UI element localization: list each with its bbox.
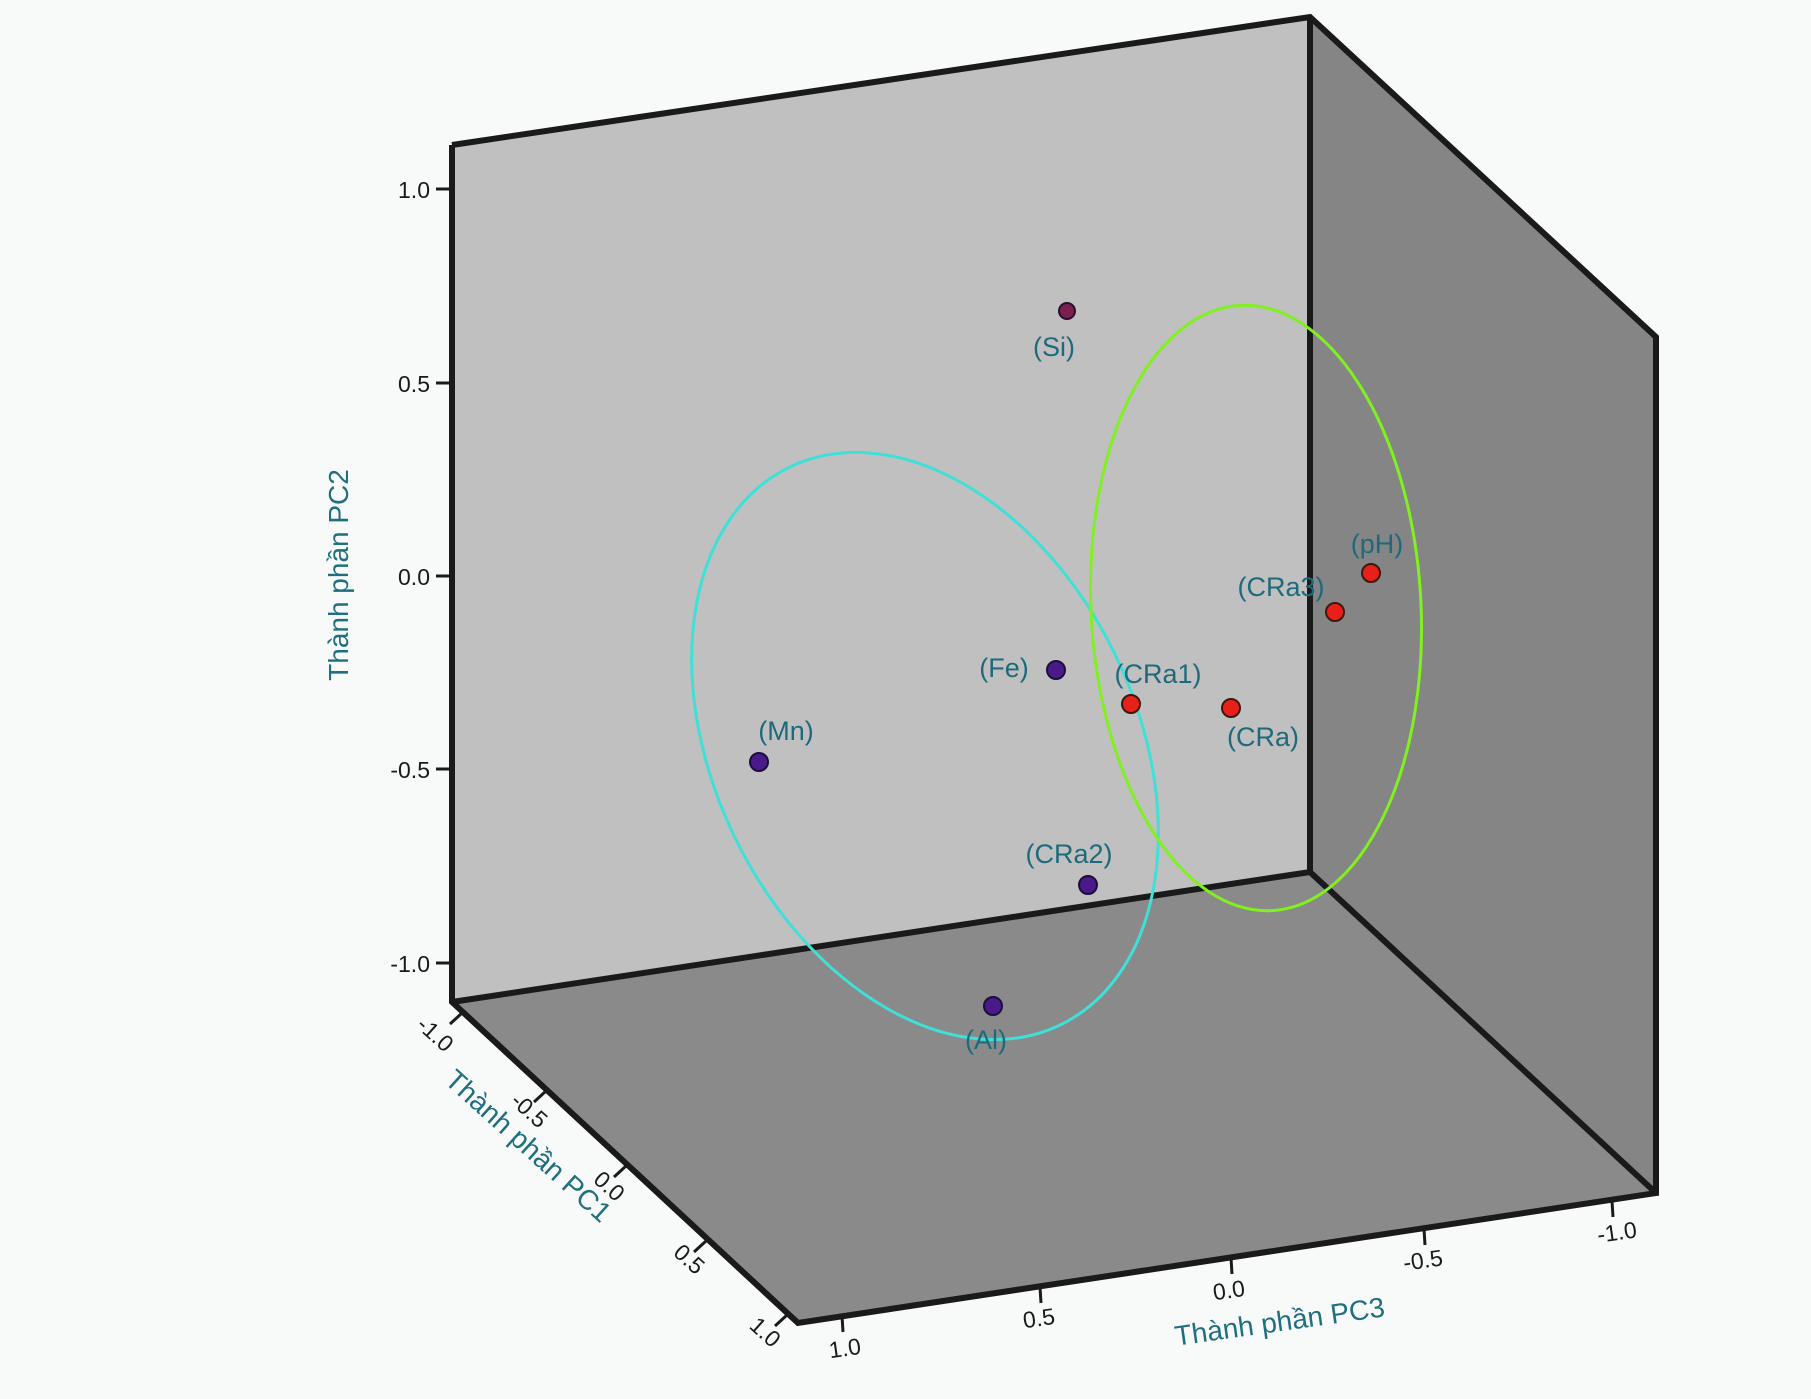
point-fe: (Fe)	[979, 653, 1066, 683]
point-label: (Si)	[1033, 332, 1075, 362]
group-ellipse	[1088, 303, 1424, 913]
point-marker	[1361, 563, 1381, 583]
z-tick	[692, 1239, 708, 1254]
y-axis-title: Thành phần PC2	[323, 469, 354, 681]
z-tick-label: 1.0	[745, 1312, 786, 1353]
point-marker	[1078, 875, 1098, 895]
z-tick	[532, 1089, 548, 1104]
group-ellipse	[690, 450, 1160, 1042]
y-tick-label: 0.0	[398, 564, 430, 590]
point-label: (pH)	[1351, 529, 1404, 559]
point-marker	[1221, 698, 1241, 718]
x-tick-label: 1.0	[827, 1333, 862, 1363]
cube-frame	[449, 13, 1659, 1327]
y-tick-label: -1.0	[390, 951, 430, 977]
x-tick-label: -1.0	[1595, 1216, 1638, 1247]
point-label: (CRa2)	[1025, 839, 1112, 869]
point-label: (Mn)	[758, 716, 814, 746]
x-axis-title: Thành phần PC3	[1173, 1292, 1387, 1352]
point-marker	[1058, 302, 1076, 320]
point-label: (CRa1)	[1114, 659, 1201, 689]
x-tick	[1229, 1257, 1234, 1275]
point-marker	[983, 996, 1003, 1016]
point-ph: (pH)	[1351, 529, 1404, 583]
x-tick-label: 0.5	[1021, 1303, 1056, 1333]
floor	[452, 872, 1656, 1323]
x-tick	[1422, 1228, 1427, 1246]
y-tick-label: 1.0	[398, 177, 430, 203]
x-tick	[1038, 1286, 1043, 1304]
y-tick-label: 0.5	[398, 371, 430, 397]
x-tick-label: -0.5	[1401, 1244, 1444, 1275]
x-tick	[1610, 1200, 1615, 1218]
point-si: (Si)	[1033, 302, 1076, 362]
right-wall	[1310, 17, 1656, 1193]
y-tick-label: -0.5	[390, 757, 430, 783]
point-label: (CRa3)	[1237, 572, 1324, 602]
point-cra2: (CRa2)	[1025, 839, 1113, 895]
back-wall	[452, 17, 1310, 1002]
y-axis: 1.0 0.5 0.0 -0.5 -1.0 Thành phần PC2	[323, 177, 452, 977]
point-marker	[1046, 660, 1066, 680]
point-marker	[749, 752, 769, 772]
point-label: (Al)	[965, 1025, 1007, 1055]
z-tick	[612, 1164, 628, 1179]
point-cra: (CRa)	[1221, 698, 1299, 752]
x-tick-label: 0.0	[1211, 1275, 1246, 1305]
point-label: (Fe)	[979, 653, 1029, 683]
point-cra3: (CRa3)	[1237, 572, 1345, 622]
z-tick-label: -1.0	[412, 1011, 459, 1057]
point-marker	[1121, 694, 1141, 714]
point-al: (Al)	[965, 996, 1007, 1055]
x-tick	[840, 1315, 845, 1333]
point-cra1: (CRa1)	[1114, 659, 1202, 714]
z-tick	[448, 1011, 464, 1026]
point-marker	[1325, 602, 1345, 622]
z-tick	[773, 1313, 789, 1328]
point-mn: (Mn)	[749, 716, 814, 772]
point-label: (CRa)	[1227, 722, 1299, 752]
